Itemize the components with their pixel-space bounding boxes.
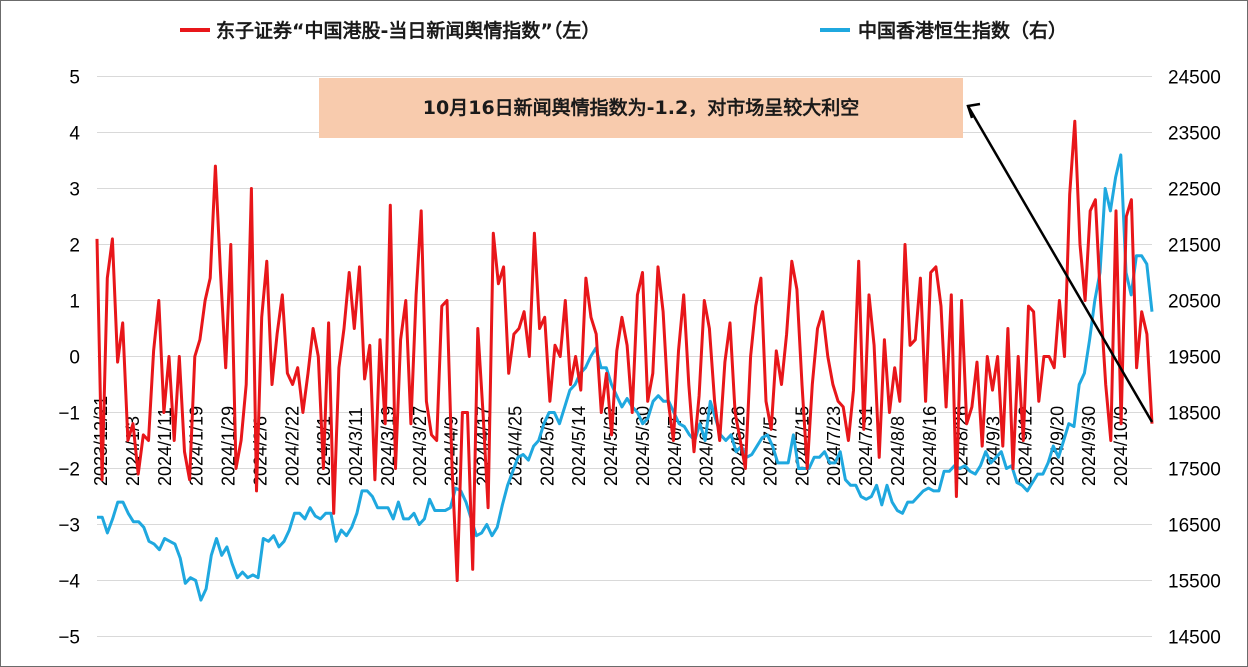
x-axis-ticks: 2023/12/21 2024/1/3 2024/1/11 2024/1/19 2024… [91, 396, 1131, 486]
right-tick-label: 20500 [1168, 292, 1221, 313]
x-tick-label: 2024/9/3 [984, 416, 1004, 486]
left-tick-label: 1 [69, 292, 80, 313]
x-tick-label: 2024/8/16 [920, 406, 940, 486]
x-tick-label: 2024/7/23 [824, 406, 844, 486]
x-tick-label: 2024/9/30 [1079, 406, 1099, 486]
right-tick-label: 17500 [1168, 460, 1221, 481]
right-axis-ticks: 24500 23500 22500 21500 20500 19500 18500 17500… [1168, 68, 1221, 649]
legend: 东子证券“中国港股-当日新闻舆情指数”（左） 中国香港恒生指数（右） [180, 19, 1067, 42]
annotation-text: 10月16日新闻舆情指数为-1.2，对市场呈较大利空 [423, 96, 859, 119]
series-group [95, 119, 1154, 602]
x-tick-label: 2024/3/19 [378, 406, 398, 486]
x-tick-label: 2024/4/25 [505, 406, 525, 486]
x-tick-label: 2024/2/6 [250, 416, 270, 486]
x-tick-label: 2024/7/31 [856, 406, 876, 486]
x-tick-label: 2024/3/11 [346, 407, 366, 486]
x-tick-label: 2024/1/11 [155, 407, 175, 486]
left-tick-label: −3 [58, 516, 80, 537]
left-tick-label: 5 [69, 68, 80, 89]
x-tick-label: 2024/5/30 [633, 406, 653, 486]
left-tick-label: 2 [69, 236, 80, 257]
left-tick-label: −4 [58, 572, 80, 593]
annotation: 10月16日新闻舆情指数为-1.2，对市场呈较大利空 [319, 78, 1154, 423]
x-tick-label: 2024/9/12 [1015, 406, 1035, 486]
right-tick-label: 24500 [1168, 68, 1221, 89]
left-tick-label: −2 [58, 460, 80, 481]
x-tick-label: 2024/10/9 [1111, 406, 1131, 486]
left-tick-label: −5 [58, 628, 80, 649]
x-tick-label: 2024/8/8 [888, 416, 908, 486]
annotation-arrow [966, 105, 1154, 423]
x-tick-label: 2024/5/6 [537, 416, 557, 486]
right-tick-label: 14500 [1168, 628, 1221, 649]
left-tick-label: −1 [58, 404, 80, 425]
left-tick-label: 0 [69, 348, 80, 369]
right-tick-label: 18500 [1168, 404, 1221, 425]
left-tick-label: 3 [69, 180, 80, 201]
grid [97, 76, 1152, 637]
right-tick-label: 22500 [1168, 180, 1221, 201]
x-tick-label: 2024/5/22 [601, 406, 621, 486]
series-line-hsi [97, 153, 1154, 602]
x-tick-label: 2024/6/7 [665, 416, 685, 486]
legend-label-hsi: 中国香港恒生指数（右） [858, 19, 1067, 42]
x-tick-label: 2024/5/14 [569, 406, 589, 486]
annotation-box [319, 78, 963, 138]
right-tick-label: 19500 [1168, 348, 1221, 369]
right-tick-label: 16500 [1168, 516, 1221, 537]
x-tick-label: 2024/7/5 [760, 416, 780, 486]
right-tick-label: 23500 [1168, 124, 1221, 145]
series-line-sentiment [95, 119, 1154, 582]
annotation-arrowhead [966, 102, 981, 119]
legend-label-sentiment: 东子证券“中国港股-当日新闻舆情指数”（左） [216, 19, 600, 42]
right-tick-label: 21500 [1168, 236, 1221, 257]
left-tick-label: 4 [69, 124, 80, 145]
x-tick-label: 2024/1/29 [219, 406, 239, 486]
left-axis-ticks: 5 4 3 2 1 0 −1 −2 −3 −4 −5 [58, 68, 80, 649]
x-tick-label: 2024/3/27 [410, 406, 430, 486]
x-tick-label: 2024/9/20 [1047, 406, 1067, 486]
x-tick-label: 2024/2/22 [282, 406, 302, 486]
right-tick-label: 15500 [1168, 572, 1221, 593]
